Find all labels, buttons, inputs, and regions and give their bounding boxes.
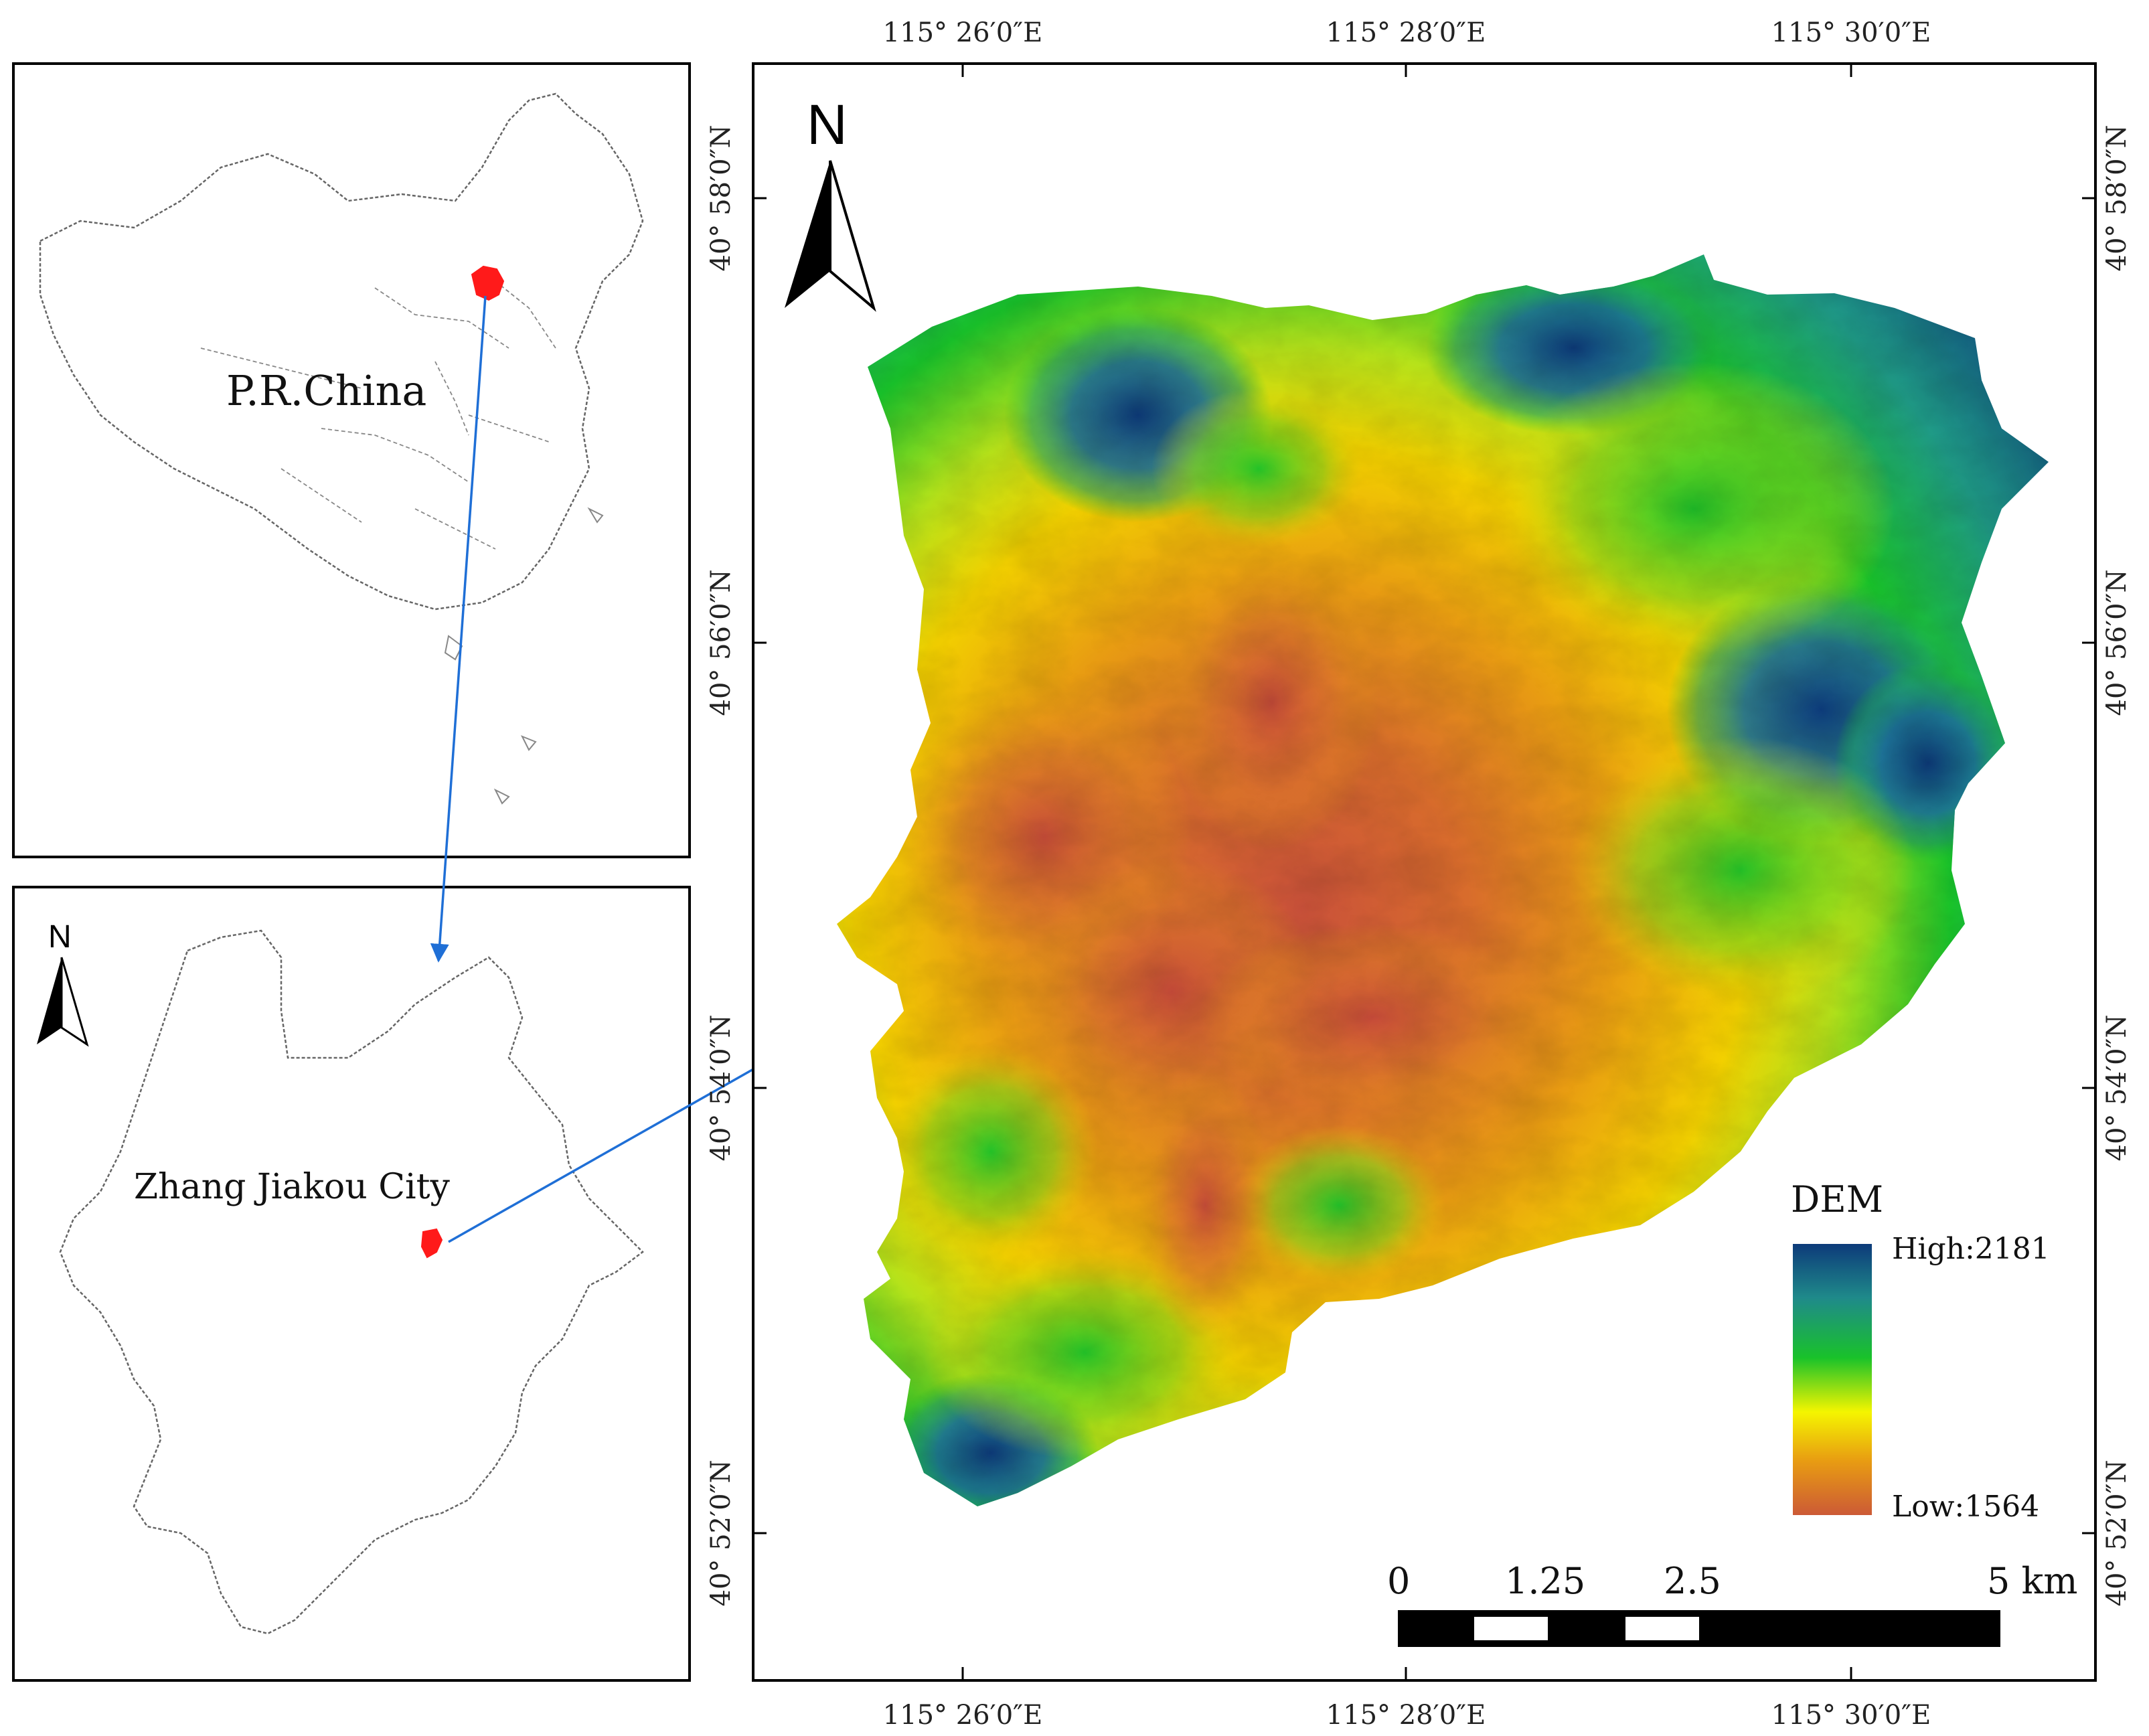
bottom-tick-labels: 115° 26′0″E 115° 28′0″E 115° 30′0″E [883,1700,1931,1731]
arrow-china-to-city [430,295,487,963]
legend-color-ramp [1793,1244,1872,1515]
bottom-tick-label: 115° 30′0″E [1771,1700,1931,1731]
graticule-ticks [753,64,2095,1680]
left-tick-labels: 40° 58′0″N 40° 56′0″N 40° 54′0″N 40° 52′… [706,125,736,1607]
scale-label: 1.25 [1505,1560,1585,1602]
city-inset: Zhang Jiakou City N [12,886,691,1682]
left-tick-label: 40° 52′0″N [706,1460,736,1607]
right-tick-label: 40° 52′0″N [2101,1460,2132,1607]
china-outline [39,92,644,611]
top-tick-label: 115° 28′0″E [1326,17,1486,48]
city-north-label: N [48,919,72,955]
scale-bar: 0 1.25 2.5 5 km [1387,1560,2077,1647]
bottom-tick-label: 115° 26′0″E [883,1700,1043,1731]
right-tick-labels: 40° 58′0″N 40° 56′0″N 40° 54′0″N 40° 52′… [2101,125,2132,1607]
city-outline [59,929,644,1635]
scale-label: 0 [1387,1560,1410,1602]
main-map: N 115° 26′0″E 115° 28′0″E 115° 30′0″E [706,17,2132,1731]
bottom-tick-label: 115° 28′0″E [1326,1700,1486,1731]
china-inset: P.R.China [12,62,691,858]
scale-label: 5 km [1987,1560,2077,1602]
main-north-arrow: N [785,93,876,312]
scale-bar-white-segment [1625,1617,1699,1640]
left-tick-label: 40° 58′0″N [706,125,736,272]
right-tick-label: 40° 58′0″N [2101,125,2132,272]
legend-high-label: High:2181 [1892,1232,2050,1266]
left-tick-label: 40° 54′0″N [706,1015,736,1162]
scale-bar-white-segment [1474,1617,1548,1640]
legend-low-label: Low:1564 [1892,1490,2039,1524]
right-tick-label: 40° 54′0″N [2101,1015,2132,1162]
scale-label: 2.5 [1664,1560,1721,1602]
city-label: Zhang Jiakou City [134,1167,451,1207]
dem-legend: DEM High:2181 Low:1564 [1791,1178,2050,1524]
top-tick-label: 115° 26′0″E [883,17,1043,48]
china-label: P.R.China [226,366,426,415]
left-tick-label: 40° 56′0″N [706,570,736,716]
main-north-label: N [807,93,848,156]
top-tick-label: 115° 30′0″E [1771,17,1931,48]
legend-title: DEM [1791,1178,1883,1220]
china-islands [444,507,604,805]
top-tick-labels: 115° 26′0″E 115° 28′0″E 115° 30′0″E [883,17,1931,48]
right-tick-label: 40° 56′0″N [2101,570,2132,716]
china-highlight-region [471,265,505,301]
city-north-arrow: N [37,919,89,1047]
city-highlight-region [420,1228,443,1259]
china-province-lines [200,281,556,550]
